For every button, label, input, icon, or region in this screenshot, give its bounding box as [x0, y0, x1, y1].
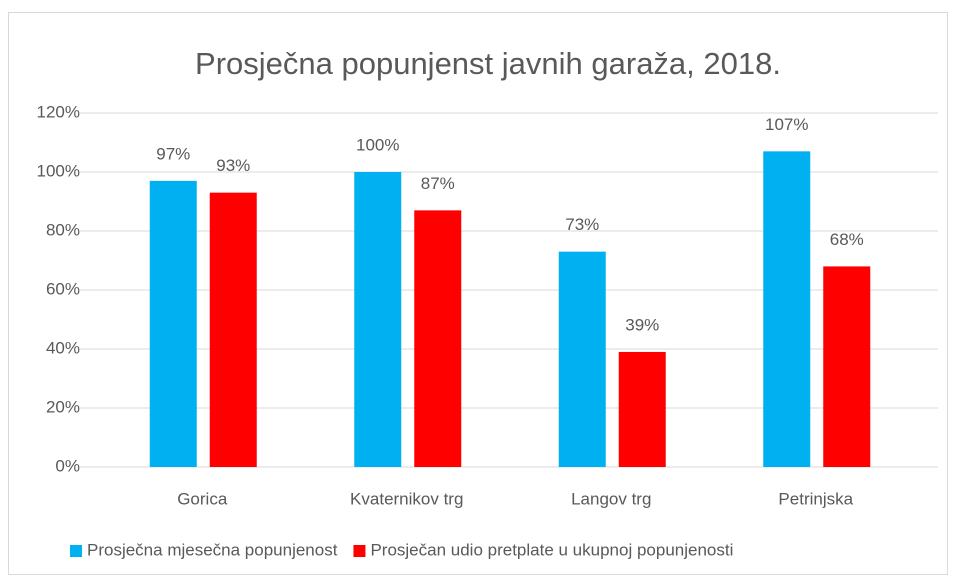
x-tick-label: Langov trg	[571, 489, 651, 508]
legend-label: Prosječan udio pretplate u ukupnoj popun…	[370, 540, 733, 559]
x-tick-label: Kvaternikov trg	[350, 489, 463, 508]
bar	[618, 351, 666, 467]
data-label: 39%	[625, 315, 659, 334]
y-tick-label: 0%	[55, 456, 80, 475]
legend-swatch	[353, 545, 366, 557]
x-tick-label: Gorica	[177, 489, 228, 508]
data-label: 68%	[830, 230, 864, 249]
bar	[354, 172, 402, 467]
data-label: 73%	[565, 215, 599, 234]
bar	[414, 210, 462, 467]
data-label: 87%	[421, 174, 455, 193]
x-tick-label: Petrinjska	[778, 489, 853, 508]
bar	[149, 180, 197, 467]
data-label: 93%	[216, 156, 250, 175]
y-tick-label: 20%	[46, 397, 80, 416]
chart-title: Prosječna popunjenst javnih garaža, 2018…	[195, 46, 781, 81]
y-tick-label: 40%	[46, 338, 80, 357]
data-label: 100%	[356, 135, 399, 154]
y-tick-label: 60%	[46, 279, 80, 298]
bar	[823, 266, 871, 467]
legend-label: Prosječna mjesečna popunjenost	[87, 540, 338, 559]
data-label: 107%	[765, 115, 808, 134]
legend-swatch	[70, 545, 82, 557]
data-label: 97%	[156, 144, 190, 163]
bar	[763, 151, 811, 467]
y-tick-label: 100%	[37, 161, 80, 180]
y-tick-label: 120%	[37, 102, 80, 121]
bar	[558, 251, 606, 467]
y-tick-label: 80%	[46, 220, 80, 239]
bar	[209, 192, 257, 467]
